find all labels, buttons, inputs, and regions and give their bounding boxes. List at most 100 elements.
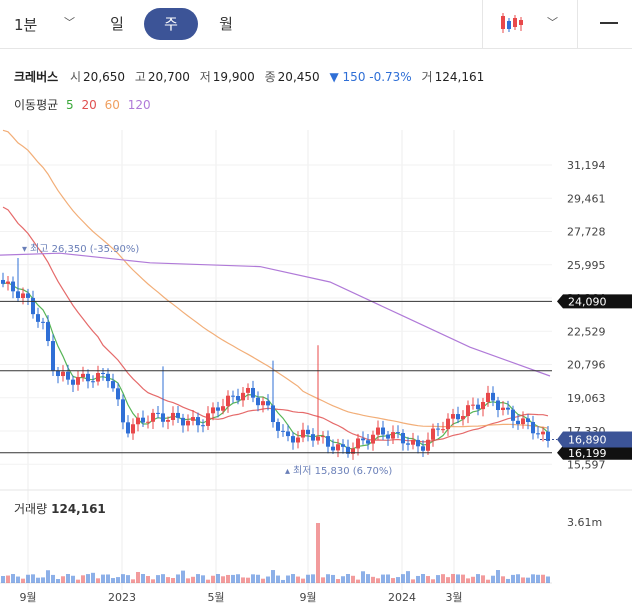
candle-body	[151, 412, 155, 422]
price-axis-label: 31,194	[567, 159, 606, 172]
candle-body	[456, 414, 460, 420]
volume-bar	[196, 574, 200, 583]
candle-body	[256, 397, 260, 406]
candle-body	[516, 420, 520, 425]
x-axis-label: 3월	[445, 591, 462, 604]
price-change: ▼ 150 -0.73%	[329, 70, 412, 84]
price-axis-label: 22,529	[567, 325, 606, 338]
volume-bar	[241, 577, 245, 583]
candle-body	[211, 407, 215, 414]
volume-bar	[496, 570, 500, 583]
volume-bar	[421, 574, 425, 583]
volume-bar	[326, 574, 330, 583]
volume-bar	[296, 576, 300, 583]
chevron-down-icon: ﹀	[64, 16, 75, 29]
ma-120-line	[0, 252, 551, 377]
volume-bar	[411, 579, 415, 583]
volume-bar	[306, 574, 310, 583]
volume-bar	[536, 574, 540, 583]
candle-body	[126, 422, 130, 434]
candle-body	[351, 448, 355, 454]
x-axis-label: 5월	[207, 591, 224, 604]
volume-bar	[281, 579, 285, 583]
volume-bar	[481, 575, 485, 583]
volume-bar	[511, 574, 515, 583]
volume-bar	[376, 578, 380, 583]
candle-body	[206, 413, 210, 426]
volume-bar	[356, 579, 360, 583]
volume-bar	[546, 576, 550, 583]
low-annotation: 최저 15,830 (6.70%)	[293, 465, 392, 477]
candle-body	[526, 418, 530, 423]
tab-weekly[interactable]: 주	[144, 8, 198, 40]
candle-body	[431, 428, 435, 440]
volume-bar	[336, 579, 340, 583]
volume-bar	[261, 578, 265, 583]
volume-bar	[201, 575, 205, 583]
volume-bar	[301, 578, 305, 583]
volume-bar	[86, 574, 90, 583]
volume-axis-label: 3.61m	[567, 516, 602, 529]
current-price-badge	[557, 431, 632, 448]
price-axis-label: 29,461	[567, 192, 606, 205]
candle-body	[386, 434, 390, 439]
candle-body	[141, 417, 145, 423]
volume-bar	[151, 579, 155, 583]
tab-daily[interactable]: 일	[103, 8, 131, 40]
candle-body	[241, 392, 245, 401]
ma-5-label: 5	[66, 98, 74, 112]
candle-body	[16, 291, 20, 299]
open-value: 20,650	[83, 70, 126, 84]
volume-bar	[126, 575, 130, 583]
chevron-down-icon[interactable]: ﹀	[547, 16, 558, 29]
volume-bar	[246, 577, 250, 583]
ma-20-label: 20	[81, 98, 97, 112]
candle-body	[321, 436, 325, 438]
candle-body	[46, 322, 50, 342]
tab-monthly[interactable]: 월	[212, 8, 240, 40]
volume-bar	[226, 574, 230, 583]
moving-average-legend[interactable]: 이동평균 5 20 60 120	[14, 96, 155, 113]
candle-body	[66, 371, 70, 380]
volume-bar	[426, 576, 430, 583]
candlestick-icon[interactable]	[500, 10, 526, 36]
close-value: 20,450	[277, 70, 320, 84]
menu-icon[interactable]	[600, 22, 618, 24]
volume-bar	[271, 570, 275, 583]
volume-bar	[181, 570, 185, 583]
volume-bar	[381, 574, 385, 583]
volume-bar	[386, 574, 390, 583]
volume-bar	[506, 578, 510, 583]
candle-body	[461, 416, 465, 420]
candle-body	[236, 395, 240, 401]
candle-body	[71, 379, 75, 385]
candle-body	[476, 404, 480, 410]
volume-bar	[106, 574, 110, 583]
volume-bar	[211, 575, 215, 583]
interval-select[interactable]: 1분 ﹀	[14, 14, 75, 35]
volume-bar	[401, 574, 405, 583]
volume-bar	[366, 574, 370, 583]
volume-bar	[341, 576, 345, 583]
volume-bar	[436, 575, 440, 583]
volume-bar	[101, 574, 105, 583]
candle-body	[61, 371, 65, 377]
low-marker-icon: ▴	[285, 466, 290, 477]
candle-body	[166, 419, 170, 422]
volume-bar	[256, 574, 260, 583]
volume-panel-title: 거래량 124,161	[14, 500, 106, 517]
volume-bar	[371, 576, 375, 583]
x-axis-label: 2024	[388, 591, 416, 604]
candle-body	[251, 387, 255, 398]
volume-bar	[96, 578, 100, 583]
volume-bar	[531, 574, 535, 583]
volume-bar	[186, 578, 190, 583]
volume-bar	[21, 578, 25, 583]
price-axis-label: 15,597	[567, 458, 606, 471]
volume-bar	[81, 575, 85, 583]
candle-body	[176, 412, 180, 418]
candle-body	[506, 407, 510, 410]
candle-body	[536, 433, 540, 435]
candle-body	[106, 373, 110, 382]
